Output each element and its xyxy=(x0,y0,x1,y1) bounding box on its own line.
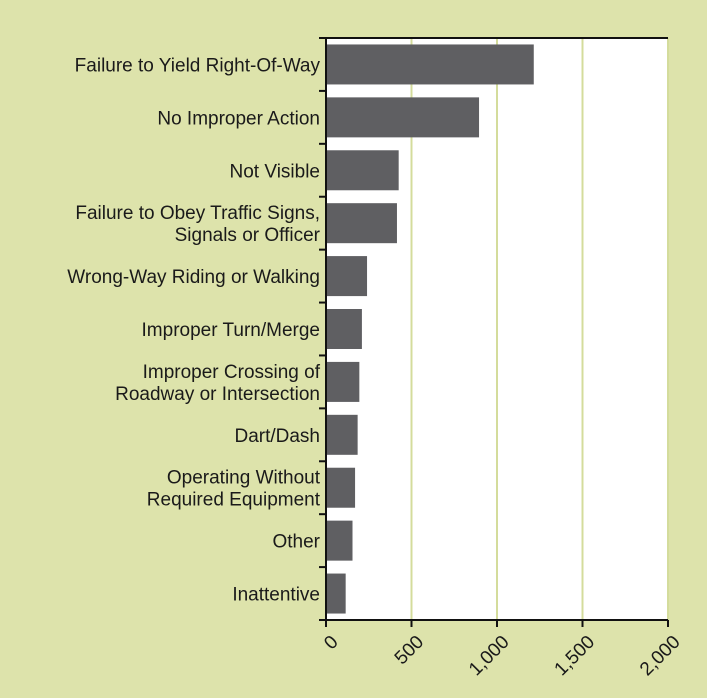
y-tick-label: Wrong-Way Riding or Walking xyxy=(67,267,320,288)
y-tick-label: Improper Crossing of Roadway or Intersect… xyxy=(115,362,321,405)
y-tick-label: Failure to Obey Traffic Signs, Signals or… xyxy=(75,203,320,246)
y-tick-label: Dart/Dash xyxy=(234,426,320,447)
bar xyxy=(326,520,353,561)
y-tick-label: Not Visible xyxy=(230,161,320,182)
y-tick-label: Other xyxy=(272,532,320,553)
bar xyxy=(326,361,360,402)
bar xyxy=(326,414,358,455)
y-tick-label: No Improper Action xyxy=(157,108,320,129)
bar xyxy=(326,203,397,244)
bar xyxy=(326,97,480,138)
bar xyxy=(326,256,368,297)
bar xyxy=(326,150,399,191)
y-tick-label: Failure to Yield Right-Of-Way xyxy=(75,55,321,76)
bar xyxy=(326,309,362,349)
bar xyxy=(326,467,356,508)
y-tick-label: Improper Turn/Merge xyxy=(142,320,320,341)
y-tick-label: Inattentive xyxy=(232,585,320,606)
bar xyxy=(326,44,534,85)
y-tick-label: Operating Without Required Equipment xyxy=(147,468,321,511)
bar xyxy=(326,573,346,614)
